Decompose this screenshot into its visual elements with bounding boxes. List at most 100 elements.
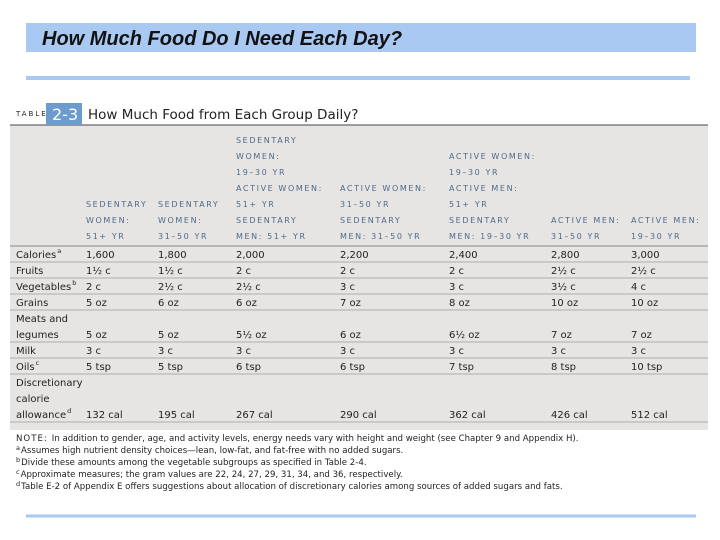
column-header: 51+ YR (449, 200, 488, 209)
row-label: Grains (16, 298, 48, 309)
cell: 7 oz (340, 298, 361, 309)
cell: 6½ oz (449, 329, 480, 341)
column-header: 19–30 YR (449, 168, 499, 177)
cell: 5 tsp (86, 362, 111, 373)
cell: 10 oz (631, 298, 658, 309)
cell: 132 cal (86, 410, 123, 421)
cell: 7 oz (631, 330, 652, 341)
cell: 195 cal (158, 410, 195, 421)
cell: 2 c (236, 266, 251, 277)
cell: 2½ c (236, 281, 261, 293)
cell: 5 tsp (158, 362, 183, 373)
cell: 2 c (449, 266, 464, 277)
cell: 7 oz (551, 330, 572, 341)
column-header: MEN: 19–30 YR (449, 232, 530, 241)
cell: 8 tsp (551, 362, 576, 373)
row-label: Fruits (16, 266, 43, 277)
cell: 7 tsp (449, 362, 474, 373)
note-text: Assumes high nutrient density choices—le… (21, 446, 403, 456)
column-header: 19–30 YR (631, 232, 681, 241)
cell: 3 c (551, 346, 566, 357)
column-header: 31–50 YR (158, 232, 208, 241)
cell: 362 cal (449, 410, 486, 421)
cell: 5 oz (158, 330, 179, 341)
note-marker: c (16, 468, 20, 476)
cell: 10 tsp (631, 362, 662, 373)
column-header: WOMEN: (158, 216, 202, 225)
cell: 3,000 (631, 250, 660, 261)
cell: 1,600 (86, 250, 115, 261)
column-header: ACTIVE MEN: (551, 216, 620, 225)
cell: 2,400 (449, 250, 478, 261)
column-header: SEDENTARY (340, 216, 401, 225)
column-header: MEN: 51+ YR (236, 232, 307, 241)
footnote-ref: d (67, 407, 71, 415)
slide-title: How Much Food Do I Need Each Day? (42, 28, 402, 50)
cell: 267 cal (236, 410, 273, 421)
table-title: How Much Food from Each Group Daily? (88, 107, 358, 123)
cell: 2½ c (158, 281, 183, 293)
note-marker: a (16, 444, 20, 452)
cell: 1,800 (158, 250, 187, 261)
cell: 3 c (449, 282, 464, 293)
row-label: Vegetables (16, 282, 71, 293)
column-header: 31–50 YR (340, 200, 390, 209)
table-bg (10, 125, 708, 430)
cell: 3 c (236, 346, 251, 357)
column-header: ACTIVE MEN: (449, 184, 518, 193)
cell: 3 c (631, 346, 646, 357)
column-header: ACTIVE WOMEN: (340, 184, 427, 193)
row-label: Milk (16, 346, 36, 357)
cell: 3 c (86, 346, 101, 357)
column-header: SEDENTARY (158, 200, 219, 209)
table-number: 2-3 (52, 105, 78, 124)
row-label: Oils (16, 362, 35, 373)
cell: 3 c (340, 346, 355, 357)
cell: 2 c (86, 282, 101, 293)
footnote-ref: c (36, 359, 40, 367)
column-header: WOMEN: (86, 216, 130, 225)
cell: 3½ c (551, 281, 576, 293)
note-text: Table E-2 of Appendix E offers suggestio… (20, 482, 562, 492)
cell: 1½ c (158, 265, 183, 277)
column-header: MEN: 31–50 YR (340, 232, 421, 241)
column-header: ACTIVE WOMEN: (449, 152, 536, 161)
column-header: SEDENTARY (236, 136, 297, 145)
note-marker: b (16, 456, 20, 464)
cell: 5 oz (86, 330, 107, 341)
column-header: SEDENTARY (86, 200, 147, 209)
row-label: legumes (16, 330, 59, 341)
column-header: ACTIVE WOMEN: (236, 184, 323, 193)
cell: 290 cal (340, 410, 377, 421)
cell: 2½ c (551, 265, 576, 277)
title-bar (26, 23, 696, 52)
column-header: 51+ YR (86, 232, 125, 241)
column-header: 31–50 YR (551, 232, 601, 241)
cell: 2½ c (631, 265, 656, 277)
note-text: Divide these amounts among the vegetable… (21, 458, 366, 468)
column-header: SEDENTARY (236, 216, 297, 225)
note-marker: d (16, 480, 20, 488)
column-header: 19–30 YR (236, 168, 286, 177)
column-header: ACTIVE MEN: (631, 216, 700, 225)
cell: 2 c (340, 266, 355, 277)
cell: 3 c (449, 346, 464, 357)
row-label: Discretionary (16, 378, 83, 389)
row-label: allowance (16, 410, 66, 421)
cell: 512 cal (631, 410, 668, 421)
cell: 5 oz (86, 298, 107, 309)
column-header: SEDENTARY (449, 216, 510, 225)
row-label: calorie (16, 394, 50, 405)
footnote-ref: a (57, 247, 61, 255)
cell: 2,000 (236, 250, 265, 261)
footnote-ref: b (72, 279, 76, 287)
cell: 10 oz (551, 298, 578, 309)
cell: 6 oz (340, 330, 361, 341)
note-marker: NOTE: (16, 434, 48, 444)
row-label: Meats and (16, 314, 68, 325)
cell: 6 oz (158, 298, 179, 309)
cell: 1½ c (86, 265, 111, 277)
cell: 3 c (158, 346, 173, 357)
cell: 6 tsp (236, 362, 261, 373)
cell: 3 c (340, 282, 355, 293)
